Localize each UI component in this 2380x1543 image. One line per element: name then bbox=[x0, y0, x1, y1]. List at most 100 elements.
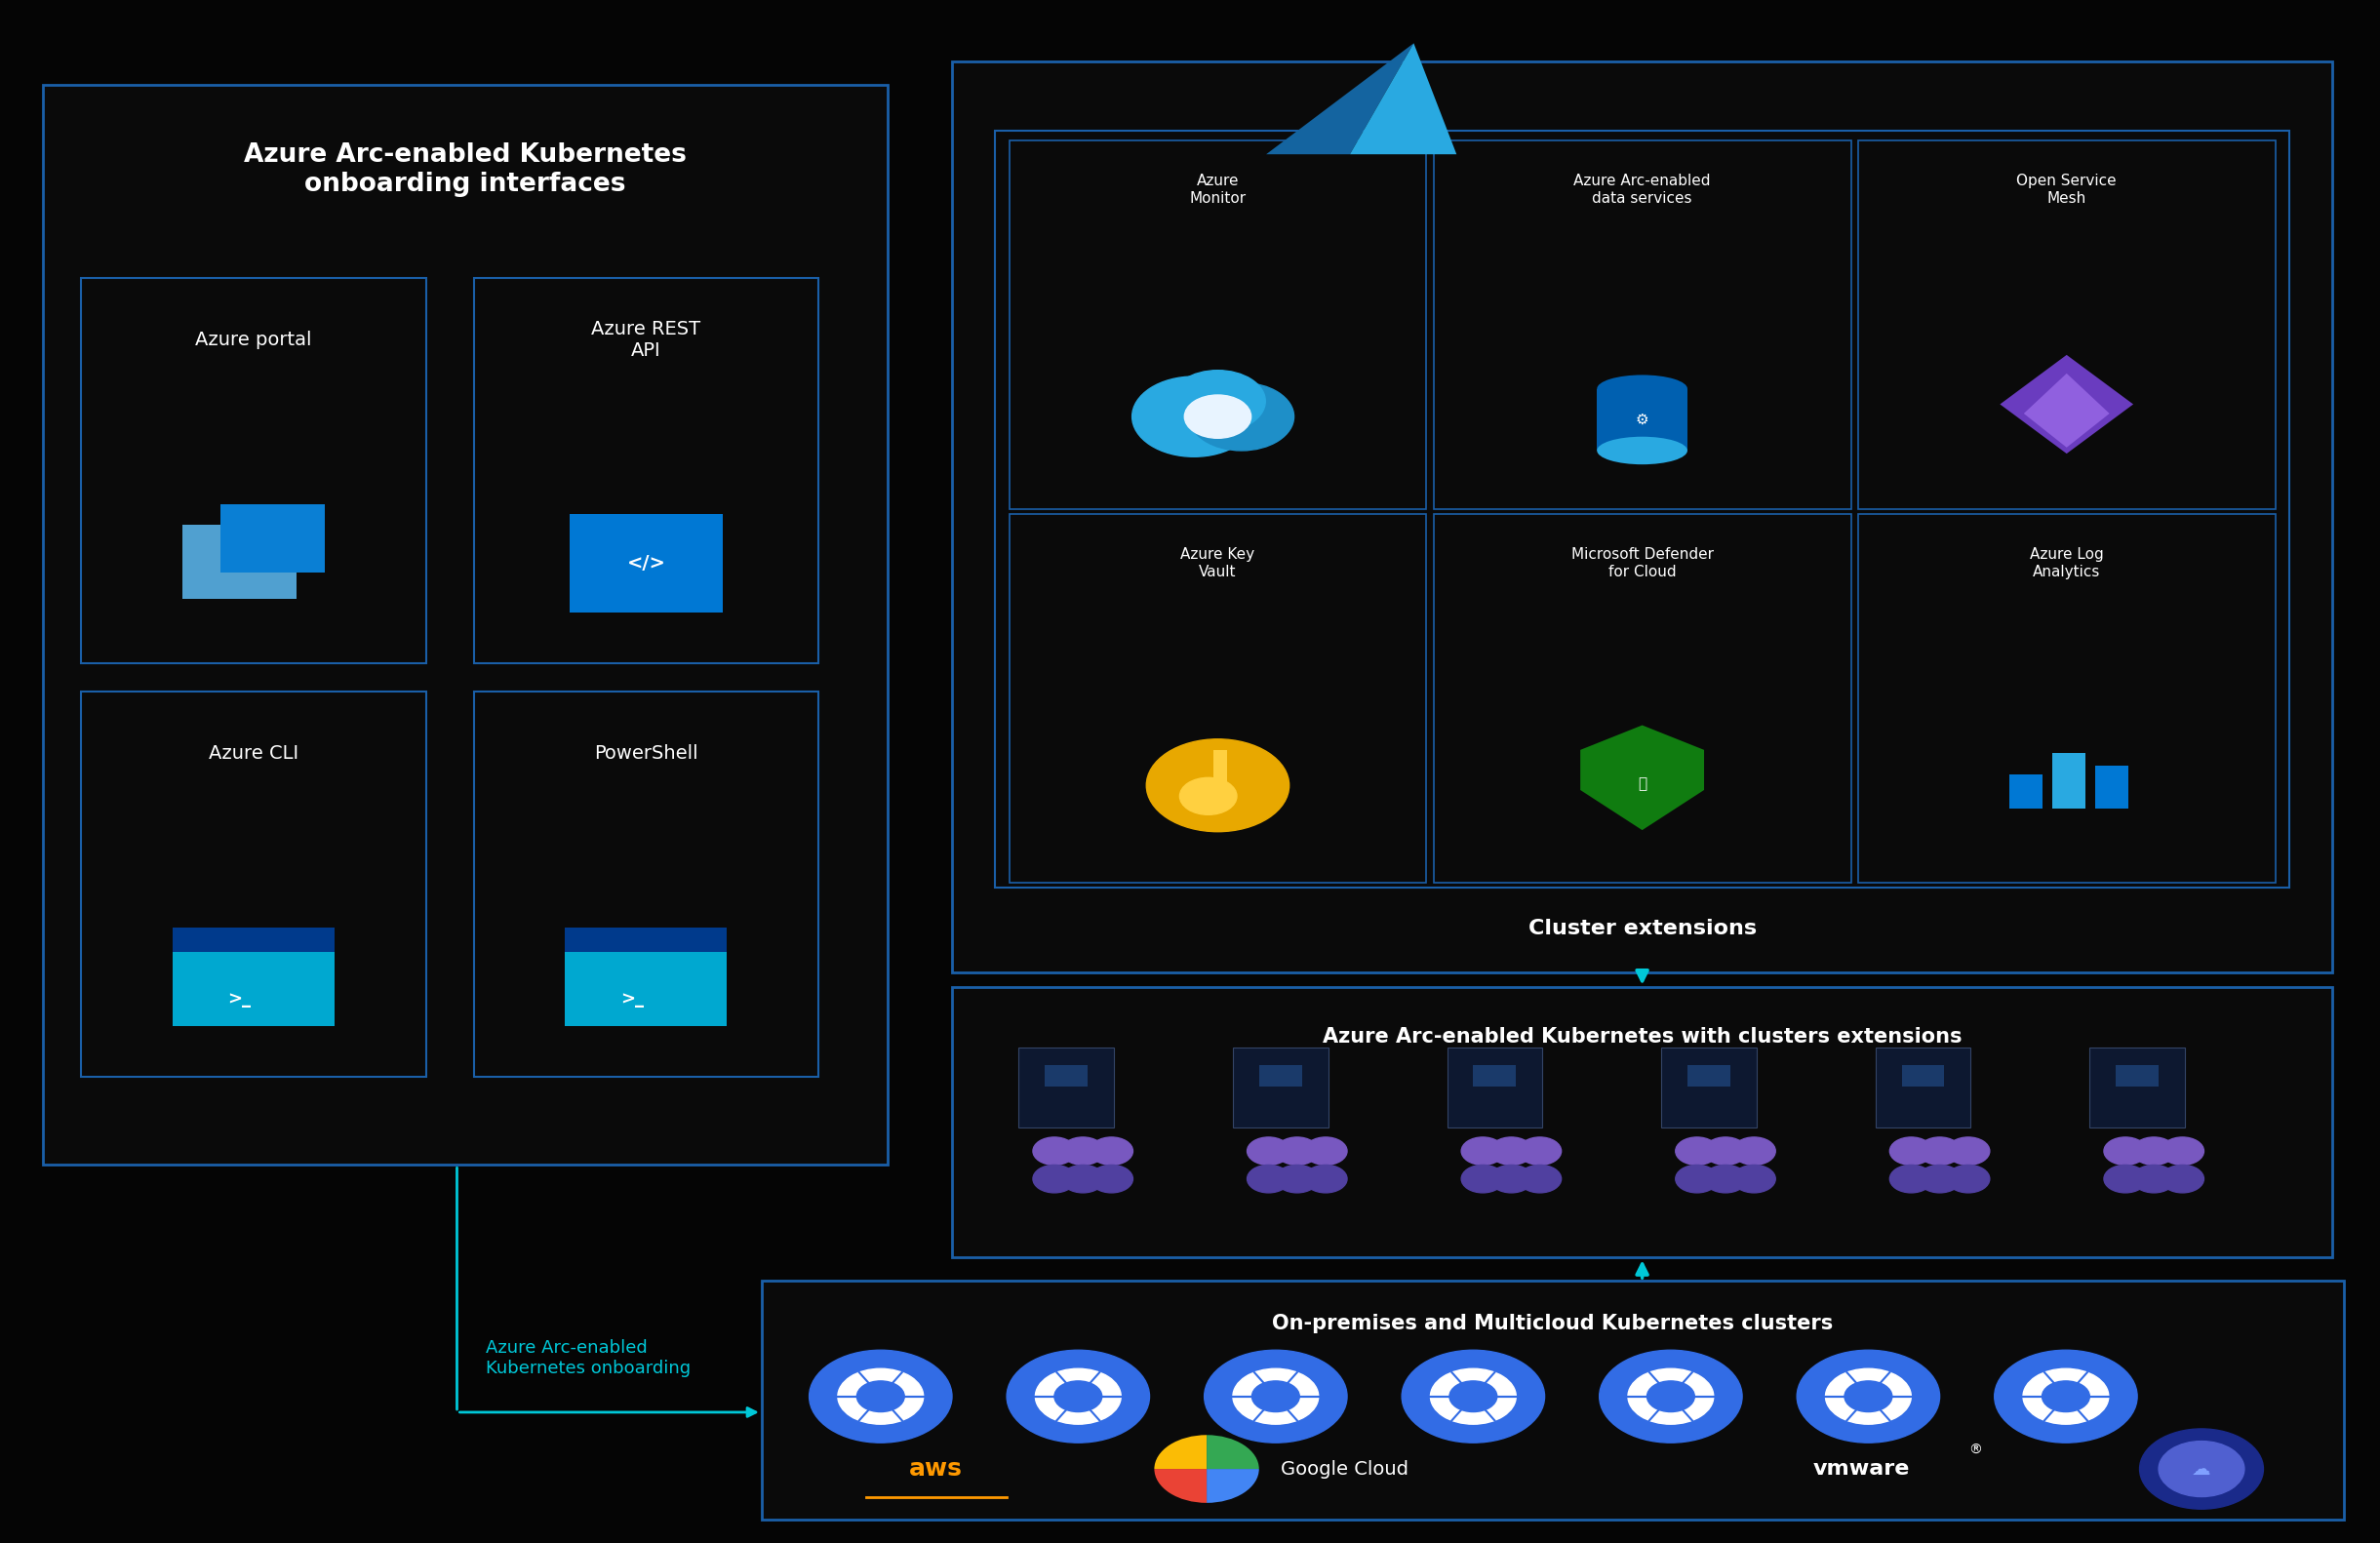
Circle shape bbox=[1599, 1350, 1742, 1443]
FancyBboxPatch shape bbox=[1859, 514, 2275, 883]
FancyBboxPatch shape bbox=[1447, 1048, 1542, 1128]
FancyBboxPatch shape bbox=[1009, 514, 1426, 883]
Circle shape bbox=[1033, 1137, 1076, 1165]
Circle shape bbox=[1890, 1165, 1933, 1193]
Circle shape bbox=[2104, 1165, 2147, 1193]
Circle shape bbox=[1518, 1165, 1561, 1193]
FancyBboxPatch shape bbox=[1473, 1065, 1516, 1086]
FancyBboxPatch shape bbox=[1661, 1048, 1756, 1128]
Circle shape bbox=[838, 1369, 923, 1424]
Circle shape bbox=[1007, 1350, 1150, 1443]
FancyBboxPatch shape bbox=[1019, 1048, 1114, 1128]
Circle shape bbox=[2104, 1137, 2147, 1165]
Circle shape bbox=[1190, 383, 1295, 451]
FancyBboxPatch shape bbox=[1875, 1048, 1971, 1128]
FancyBboxPatch shape bbox=[1433, 514, 1852, 883]
Polygon shape bbox=[1349, 43, 1457, 154]
FancyBboxPatch shape bbox=[1902, 1065, 1944, 1086]
Circle shape bbox=[1233, 1369, 1319, 1424]
FancyBboxPatch shape bbox=[1597, 389, 1687, 451]
Text: aws: aws bbox=[909, 1457, 962, 1481]
Ellipse shape bbox=[1597, 437, 1687, 464]
Circle shape bbox=[1247, 1137, 1290, 1165]
FancyBboxPatch shape bbox=[2116, 1065, 2159, 1086]
FancyBboxPatch shape bbox=[171, 952, 333, 1026]
Circle shape bbox=[1676, 1165, 1718, 1193]
Circle shape bbox=[1947, 1137, 1990, 1165]
Text: Azure
Monitor: Azure Monitor bbox=[1190, 174, 1247, 205]
Text: Azure Arc-enabled Kubernetes with clusters extensions: Azure Arc-enabled Kubernetes with cluste… bbox=[1323, 1028, 1961, 1046]
FancyBboxPatch shape bbox=[762, 1281, 2344, 1520]
Circle shape bbox=[1252, 1381, 1299, 1412]
Circle shape bbox=[1676, 1137, 1718, 1165]
Text: On-premises and Multicloud Kubernetes clusters: On-premises and Multicloud Kubernetes cl… bbox=[1273, 1315, 1833, 1333]
Circle shape bbox=[1061, 1137, 1104, 1165]
FancyBboxPatch shape bbox=[1687, 1065, 1730, 1086]
Wedge shape bbox=[1207, 1469, 1259, 1503]
FancyBboxPatch shape bbox=[43, 85, 888, 1165]
FancyBboxPatch shape bbox=[1045, 1065, 1088, 1086]
Circle shape bbox=[1054, 1381, 1102, 1412]
Text: Google Cloud: Google Cloud bbox=[1280, 1460, 1409, 1478]
Circle shape bbox=[1090, 1137, 1133, 1165]
FancyBboxPatch shape bbox=[2090, 1048, 2185, 1128]
Circle shape bbox=[1490, 1137, 1533, 1165]
Circle shape bbox=[1704, 1137, 1747, 1165]
Circle shape bbox=[2023, 1369, 2109, 1424]
Circle shape bbox=[1733, 1137, 1775, 1165]
Text: Azure Arc-enabled
data services: Azure Arc-enabled data services bbox=[1573, 174, 1711, 205]
Circle shape bbox=[2042, 1381, 2090, 1412]
FancyBboxPatch shape bbox=[1009, 140, 1426, 509]
Text: </>: </> bbox=[626, 554, 666, 572]
Circle shape bbox=[1890, 1137, 1933, 1165]
Circle shape bbox=[1797, 1350, 1940, 1443]
Circle shape bbox=[1247, 1165, 1290, 1193]
Circle shape bbox=[1061, 1165, 1104, 1193]
Circle shape bbox=[1947, 1165, 1990, 1193]
Text: Azure Arc-enabled
Kubernetes onboarding: Azure Arc-enabled Kubernetes onboarding bbox=[486, 1339, 690, 1378]
Polygon shape bbox=[1999, 355, 2132, 454]
Circle shape bbox=[1133, 376, 1257, 457]
Text: Open Service
Mesh: Open Service Mesh bbox=[2016, 174, 2116, 205]
Circle shape bbox=[1402, 1350, 1545, 1443]
Wedge shape bbox=[1154, 1435, 1207, 1469]
Circle shape bbox=[1628, 1369, 1714, 1424]
Circle shape bbox=[1180, 778, 1238, 815]
Circle shape bbox=[2161, 1137, 2204, 1165]
Circle shape bbox=[2161, 1165, 2204, 1193]
Text: vmware: vmware bbox=[1814, 1460, 1909, 1478]
Ellipse shape bbox=[1597, 375, 1687, 403]
FancyBboxPatch shape bbox=[2094, 765, 2128, 809]
Circle shape bbox=[1647, 1381, 1695, 1412]
FancyBboxPatch shape bbox=[1859, 140, 2275, 509]
Circle shape bbox=[1147, 739, 1290, 832]
Text: >_: >_ bbox=[621, 989, 643, 1008]
FancyBboxPatch shape bbox=[474, 278, 819, 663]
Text: Azure REST
API: Azure REST API bbox=[593, 319, 700, 360]
FancyBboxPatch shape bbox=[81, 691, 426, 1077]
FancyBboxPatch shape bbox=[1433, 140, 1852, 509]
Circle shape bbox=[1185, 395, 1252, 438]
Text: 🔒: 🔒 bbox=[1637, 776, 1647, 792]
FancyBboxPatch shape bbox=[952, 988, 2332, 1258]
Circle shape bbox=[1304, 1165, 1347, 1193]
Circle shape bbox=[2159, 1441, 2244, 1497]
Circle shape bbox=[1449, 1381, 1497, 1412]
Circle shape bbox=[857, 1381, 904, 1412]
FancyBboxPatch shape bbox=[952, 62, 2332, 972]
Text: ☁: ☁ bbox=[2192, 1460, 2211, 1478]
Circle shape bbox=[2132, 1165, 2175, 1193]
Circle shape bbox=[1304, 1137, 1347, 1165]
Circle shape bbox=[1430, 1369, 1516, 1424]
FancyBboxPatch shape bbox=[2052, 753, 2085, 809]
Circle shape bbox=[1276, 1137, 1319, 1165]
Text: Azure CLI: Azure CLI bbox=[209, 744, 298, 762]
Text: Azure Log
Analytics: Azure Log Analytics bbox=[2030, 548, 2104, 579]
Text: Azure portal: Azure portal bbox=[195, 330, 312, 349]
FancyBboxPatch shape bbox=[81, 278, 426, 663]
Circle shape bbox=[1704, 1165, 1747, 1193]
Circle shape bbox=[1204, 1350, 1347, 1443]
Circle shape bbox=[1033, 1165, 1076, 1193]
FancyBboxPatch shape bbox=[564, 927, 728, 952]
Circle shape bbox=[1461, 1137, 1504, 1165]
